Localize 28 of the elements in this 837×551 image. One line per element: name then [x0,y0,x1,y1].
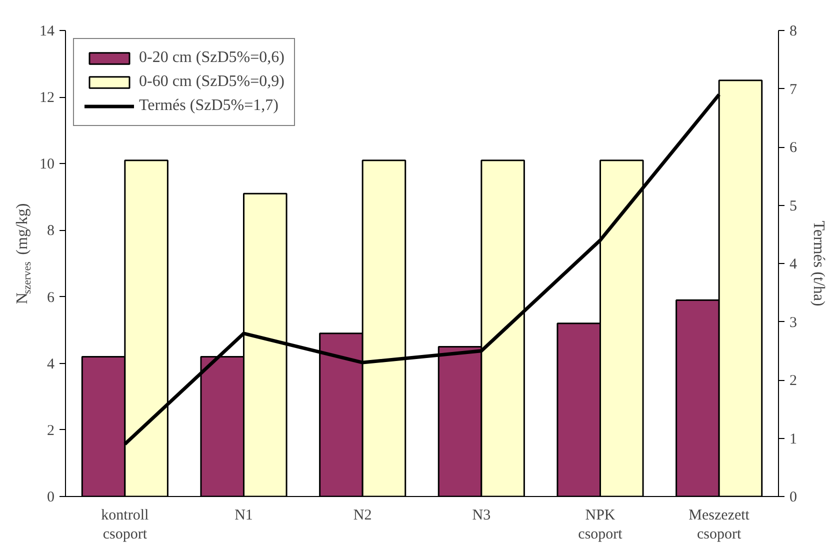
legend-label: 0-60 cm (SzD5%=0,9) [139,73,284,91]
y2-tick-label: 5 [790,198,797,214]
y2-tick-label: 1 [790,431,797,448]
x-tick-label: N2 [353,508,372,524]
y2-tick-label: 7 [790,82,798,98]
y-axis-title: Nszerves (mg/kg) [14,203,34,304]
y-tick-label: 0 [47,490,54,506]
y-tick-label: 8 [47,223,54,240]
y2-tick-label: 8 [790,24,797,40]
y2-tick-label: 0 [790,490,797,506]
y2-tick-label: 3 [790,314,797,331]
y-tick-label: 14 [40,24,55,40]
x-tick-label: NPK csoport [578,508,624,543]
legend-label: Termés (SzD5%=1,7) [139,97,278,115]
y2-axis-title: Termés (t/ha) [810,220,827,306]
y-tick-label: 4 [47,356,55,372]
y-tick-label: 10 [40,156,54,173]
y2-tick-label: 4 [790,256,798,272]
y-tick-label: 2 [47,422,54,439]
y-tick-label: 6 [47,290,55,306]
y2-tick-label: 2 [790,373,797,389]
x-tick-label: N3 [472,508,491,524]
legend-label: 0-20 cm (SzD5%=0,6) [139,49,284,67]
x-tick-label: N1 [234,508,253,524]
x-tick-label: kontroll csoport [101,508,149,543]
x-tick-label: Meszezett csoport [688,508,750,543]
y-tick-label: 12 [40,90,54,106]
y2-tick-label: 6 [790,140,798,156]
